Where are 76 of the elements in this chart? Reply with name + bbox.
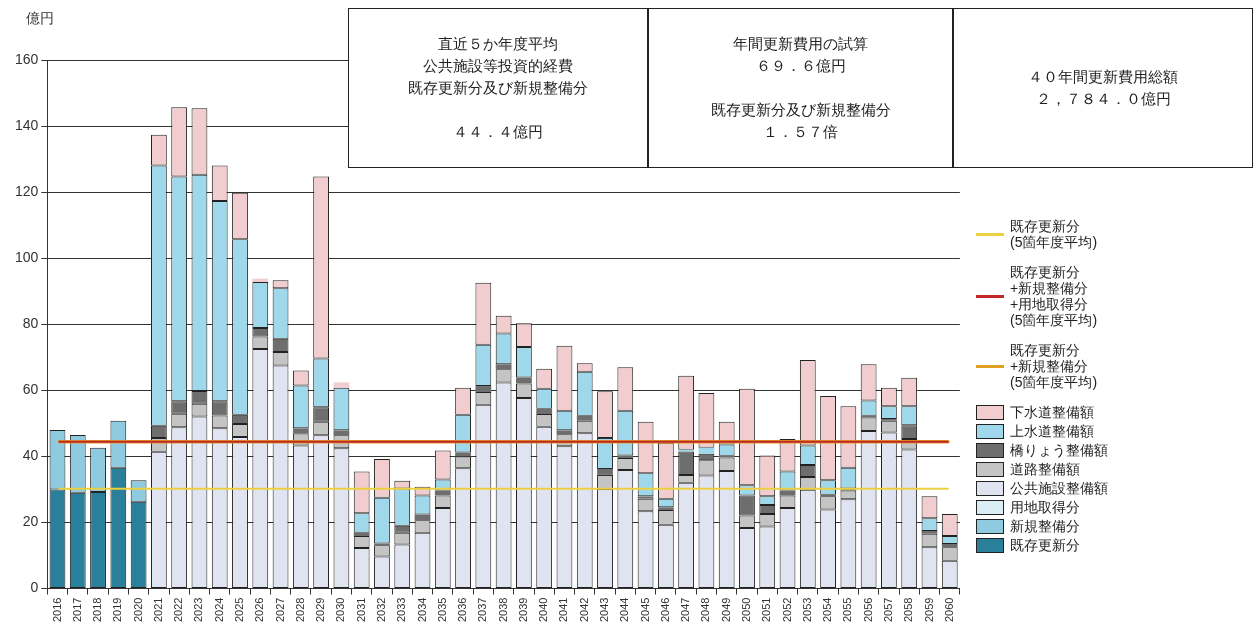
legend-label: 下水道整備額 (1010, 404, 1094, 420)
y-tick-label: 120 (15, 182, 39, 199)
x-tick-label: 2024 (212, 597, 225, 623)
x-tick-label: 2056 (861, 597, 874, 623)
legend-label: 用地取得分 (1010, 499, 1080, 515)
x-tick-label: 2053 (800, 597, 813, 623)
legend-label: 既存更新分 (1010, 537, 1080, 553)
x-tick-label: 2030 (334, 597, 347, 623)
text: 年間更新費用の試算 (733, 34, 868, 54)
x-tick-label: 2022 (172, 597, 185, 623)
x-tick-label: 2027 (273, 597, 286, 623)
x-tick-label: 2020 (131, 597, 144, 623)
x-tick-label: 2048 (699, 597, 712, 623)
text: 直近５か年度平均 (438, 34, 558, 54)
x-tick-label: 2039 (516, 597, 529, 623)
x-tick-label: 2052 (780, 597, 793, 623)
x-tick-label: 2033 (395, 597, 408, 623)
x-tick-label: 2060 (942, 597, 955, 623)
x-tick-label: 2041 (557, 597, 570, 623)
x-tick-label: 2023 (192, 597, 205, 623)
x-tick-label: 2035 (435, 597, 448, 623)
x-tick-label: 2042 (577, 597, 590, 623)
text: ２，７８４．０億円 (1035, 89, 1171, 109)
y-tick-label: 40 (22, 447, 39, 464)
annotation: １．５７倍 (763, 122, 838, 142)
annotation: 公共施設等投資的経費 (423, 56, 573, 76)
x-tick-label: 2043 (598, 597, 611, 623)
legend-label: 既存更新分 +新規整備分 +用地取得分 (5箇年度平均) (1010, 264, 1098, 328)
x-tick-label: 2016 (50, 597, 63, 623)
x-tick-label: 2050 (740, 597, 752, 623)
x-tick-label: 2040 (537, 597, 550, 623)
legend-label: 道路整備額 (1010, 461, 1080, 477)
annotation: ６９．６億円 (755, 56, 846, 76)
legend-label: 橋りょう整備額 (1010, 442, 1108, 458)
annotation: 既存更新分及び新規整備分 (710, 100, 891, 120)
legend-label: 新規整備分 (1010, 518, 1080, 534)
x-tick-label: 2049 (719, 597, 732, 623)
text: ４０年間更新費用総額 (1028, 67, 1178, 87)
legend-label: 上水道整備額 (1010, 423, 1094, 439)
x-tick-label: 2058 (902, 597, 915, 623)
y-tick-label: 0 (30, 579, 39, 596)
annotation: ４４．４億円 (453, 122, 543, 142)
annotation: 既存更新分及び新規整備分 (408, 78, 588, 98)
legend-label: 既存更新分 (5箇年度平均) (1010, 218, 1098, 250)
y-axis-title: 億円 (26, 10, 54, 28)
x-tick-label: 2046 (658, 597, 671, 623)
x-tick-label: 2059 (922, 597, 935, 623)
y-tick-label: 100 (15, 249, 39, 266)
y-tick-label: 140 (15, 116, 39, 133)
x-tick-label: 2051 (760, 597, 773, 623)
x-tick-label: 2047 (679, 597, 692, 623)
x-tick-label: 2044 (618, 597, 631, 623)
x-tick-label: 2028 (293, 597, 306, 623)
x-tick-label: 2034 (415, 597, 428, 623)
x-tick-label: 2055 (841, 597, 854, 623)
x-tick-label: 2045 (638, 597, 651, 623)
y-tick-label: 20 (22, 513, 39, 530)
x-tick-label: 2057 (881, 597, 894, 623)
y-tick-label: 60 (22, 381, 39, 398)
x-tick-label: 2021 (151, 597, 164, 623)
y-tick-label: 80 (22, 315, 39, 332)
x-tick-label: 2025 (233, 597, 246, 623)
x-tick-label: 2038 (496, 597, 509, 623)
x-tick-label: 2031 (354, 597, 367, 623)
y-tick-label: 160 (15, 50, 39, 67)
x-tick-label: 2019 (111, 597, 124, 623)
x-tick-label: 2029 (314, 597, 327, 623)
x-tick-label: 2018 (91, 597, 104, 623)
x-tick-label: 2037 (476, 597, 489, 623)
x-tick-label: 2032 (374, 597, 387, 623)
x-tick-label: 2036 (456, 597, 469, 623)
x-tick-label: 2026 (253, 597, 266, 623)
legend-label: 既存更新分 +新規整備分 (5箇年度平均) (1010, 342, 1098, 390)
x-tick-label: 2054 (821, 597, 834, 623)
x-tick-label: 2017 (70, 597, 83, 623)
legend-label: 公共施設整備額 (1010, 480, 1108, 496)
